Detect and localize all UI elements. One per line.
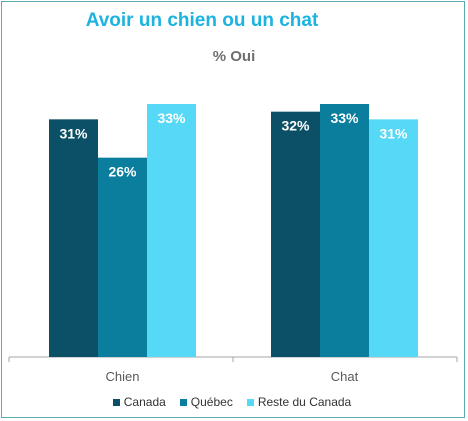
data-label-chat-2: 31% [379, 125, 408, 141]
data-label-chien-2: 33% [157, 110, 186, 126]
x-tick-label-chat: Chat [331, 369, 359, 384]
data-label-chien-1: 26% [108, 164, 137, 180]
data-label-chat-0: 32% [281, 118, 310, 134]
bar-chien-1 [98, 157, 147, 357]
legend-label-canada: Canada [123, 395, 166, 409]
legend-label-reste-du-canada: Reste du Canada [257, 395, 352, 409]
chart-subtitle: % Oui [212, 48, 256, 65]
data-label-chat-1: 33% [330, 110, 359, 126]
legend-label-quebec: Québec [190, 395, 233, 409]
bar-chat-2 [369, 119, 418, 357]
bar-chat-0 [271, 111, 320, 358]
bar-chien-0 [49, 119, 98, 357]
chart-title: Avoir un chien ou un chat [85, 10, 319, 31]
legend-swatch-quebec [179, 398, 187, 406]
data-label-chien-0: 31% [59, 125, 88, 141]
legend-item-quebec: Québec [179, 395, 233, 409]
legend-item-reste-du-canada: Reste du Canada [246, 395, 352, 409]
bar-chien-2 [147, 104, 196, 357]
bar-chat-1 [320, 104, 369, 357]
legend-swatch-canada [112, 398, 120, 406]
x-tick-label-chien: Chien [106, 369, 140, 384]
legend-item-canada: Canada [112, 395, 166, 409]
legend-swatch-reste-du-canada [246, 398, 254, 406]
legend: Canada Québec Reste du Canada [0, 395, 464, 409]
